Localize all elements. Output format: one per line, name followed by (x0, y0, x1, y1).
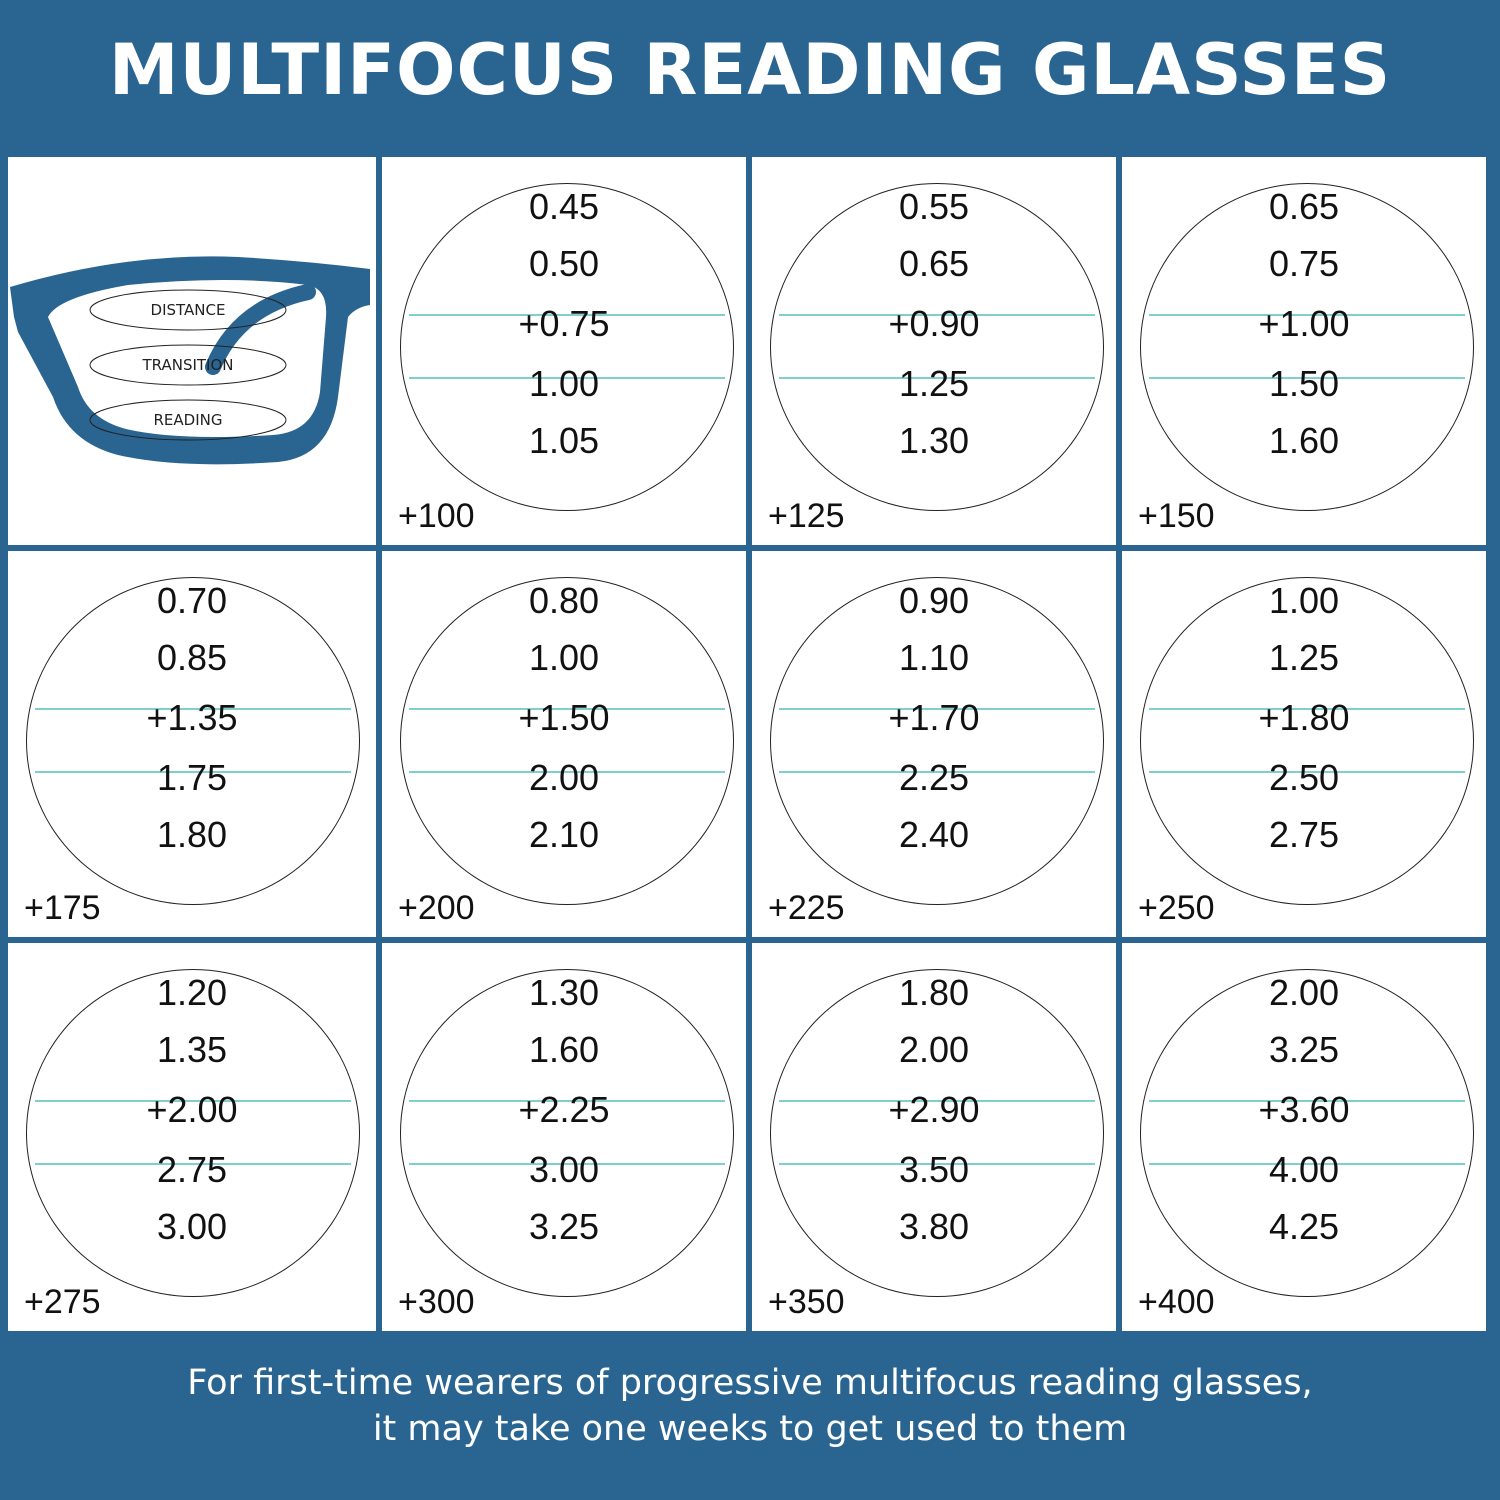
distance-value-2: 0.85 (156, 637, 228, 678)
distance-value-1: 0.80 (528, 580, 600, 621)
transition-value: +1.35 (146, 697, 238, 738)
reading-value-2: 3.25 (528, 1206, 600, 1247)
lens-circle (400, 577, 734, 905)
reading-value-2: 2.75 (1268, 814, 1340, 855)
page-title: MULTIFOCUS READING GLASSES (108, 29, 1392, 111)
reading-value-1: 2.00 (528, 757, 600, 798)
lens-card-275: 1.20 1.35 +2.00 2.75 3.00 +275 (8, 943, 376, 1331)
reading-value-1: 1.50 (1268, 363, 1340, 404)
reading-value-1: 3.00 (528, 1149, 600, 1190)
distance-value-2: 1.00 (528, 637, 600, 678)
distance-value-1: 0.65 (1268, 186, 1340, 227)
lens-circle (1140, 183, 1474, 511)
power-label: +125 (768, 497, 845, 535)
power-label: +300 (398, 1283, 475, 1321)
power-label: +225 (768, 889, 845, 927)
reading-value-2: 3.00 (156, 1206, 228, 1247)
lens-circle (770, 183, 1104, 511)
power-label: +100 (398, 497, 475, 535)
reading-value-1: 1.25 (898, 363, 970, 404)
lens-card-200: 0.80 1.00 +1.50 2.00 2.10 +200 (382, 551, 746, 937)
lens-power-grid: DISTANCE TRANSITION READING 0.45 0.50 +0… (8, 157, 1490, 1331)
lens-circle (1140, 577, 1474, 905)
reading-value-1: 2.50 (1268, 757, 1340, 798)
glasses-frame-icon: DISTANCE TRANSITION READING (10, 256, 370, 465)
footer-line-2: it may take one weeks to get used to the… (372, 1409, 1128, 1449)
lens-circle (400, 969, 734, 1297)
lens-card-400: 2.00 3.25 +3.60 4.00 4.25 +400 (1122, 943, 1486, 1331)
distance-value-1: 0.45 (528, 186, 600, 227)
transition-value: +1.80 (1258, 697, 1350, 738)
distance-value-1: 1.20 (156, 972, 228, 1013)
power-label: +275 (24, 1283, 101, 1321)
distance-value-1: 2.00 (1268, 972, 1340, 1013)
zone-reading: READING (154, 411, 223, 429)
lens-circle (1140, 969, 1474, 1297)
lens-card-125: 0.55 0.65 +0.90 1.25 1.30 +125 (752, 157, 1116, 545)
distance-value-2: 0.75 (1268, 243, 1340, 284)
lens-card-150: 0.65 0.75 +1.00 1.50 1.60 +150 (1122, 157, 1486, 545)
transition-value: +1.00 (1258, 303, 1350, 344)
lens-circle (26, 577, 360, 905)
lens-card-225: 0.90 1.10 +1.70 2.25 2.40 +225 (752, 551, 1116, 937)
distance-value-1: 0.55 (898, 186, 970, 227)
power-label: +175 (24, 889, 101, 927)
distance-value-2: 1.10 (898, 637, 970, 678)
transition-value: +2.25 (518, 1089, 610, 1130)
distance-value-1: 1.30 (528, 972, 600, 1013)
distance-value-1: 0.70 (156, 580, 228, 621)
footer-note: For first-time wearers of progressive mu… (0, 1360, 1500, 1452)
power-label: +150 (1138, 497, 1215, 535)
transition-value: +3.60 (1258, 1089, 1350, 1130)
reading-value-2: 3.80 (898, 1206, 970, 1247)
power-label: +200 (398, 889, 475, 927)
distance-value-2: 0.50 (528, 243, 600, 284)
reading-value-1: 1.00 (528, 363, 600, 404)
footer-line-1: For first-time wearers of progressive mu… (187, 1363, 1313, 1403)
power-label: +350 (768, 1283, 845, 1321)
distance-value-1: 1.00 (1268, 580, 1340, 621)
reading-value-2: 1.05 (528, 420, 600, 461)
reading-value-2: 1.80 (156, 814, 228, 855)
reading-value-1: 1.75 (156, 757, 228, 798)
lens-card-100: 0.45 0.50 +0.75 1.00 1.05 +100 (382, 157, 746, 545)
transition-value: +1.70 (888, 697, 980, 738)
reading-value-1: 2.25 (898, 757, 970, 798)
reading-value-2: 2.10 (528, 814, 600, 855)
lens-card-250: 1.00 1.25 +1.80 2.50 2.75 +250 (1122, 551, 1486, 937)
reading-value-2: 1.30 (898, 420, 970, 461)
power-label: +250 (1138, 889, 1215, 927)
transition-value: +2.90 (888, 1089, 980, 1130)
lens-card-300: 1.30 1.60 +2.25 3.00 3.25 +300 (382, 943, 746, 1331)
lens-card-175: 0.70 0.85 +1.35 1.75 1.80 +175 (8, 551, 376, 937)
reading-value-1: 4.00 (1268, 1149, 1340, 1190)
reading-value-1: 2.75 (156, 1149, 228, 1190)
reading-value-2: 2.40 (898, 814, 970, 855)
lens-circle (770, 577, 1104, 905)
transition-value: +0.75 (518, 303, 610, 344)
distance-value-2: 0.65 (898, 243, 970, 284)
transition-value: +0.90 (888, 303, 980, 344)
zone-transition: TRANSITION (141, 356, 233, 374)
distance-value-2: 1.60 (528, 1029, 600, 1070)
reading-value-1: 3.50 (898, 1149, 970, 1190)
zone-distance: DISTANCE (151, 301, 226, 319)
transition-value: +1.50 (518, 697, 610, 738)
lens-card-350: 1.80 2.00 +2.90 3.50 3.80 +350 (752, 943, 1116, 1331)
power-label: +400 (1138, 1283, 1215, 1321)
lens-circle (400, 183, 734, 511)
distance-value-2: 1.35 (156, 1029, 228, 1070)
lens-circle (770, 969, 1104, 1297)
glasses-diagram: DISTANCE TRANSITION READING (8, 157, 376, 545)
distance-value-1: 0.90 (898, 580, 970, 621)
distance-value-2: 2.00 (898, 1029, 970, 1070)
distance-value-2: 3.25 (1268, 1029, 1340, 1070)
reading-value-2: 4.25 (1268, 1206, 1340, 1247)
distance-value-2: 1.25 (1268, 637, 1340, 678)
transition-value: +2.00 (146, 1089, 238, 1130)
lens-circle (26, 969, 360, 1297)
distance-value-1: 1.80 (898, 972, 970, 1013)
reading-value-2: 1.60 (1268, 420, 1340, 461)
